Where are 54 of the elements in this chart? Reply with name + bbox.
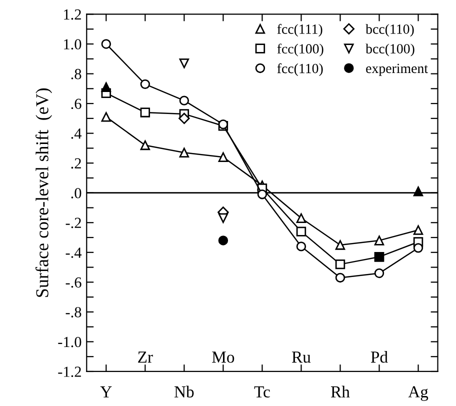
y-tick-label: 1.2: [64, 9, 81, 20]
x-tick-label: Tc: [254, 386, 270, 398]
point: [218, 152, 228, 162]
y-axis-title: Surface core-level shift (eV): [35, 88, 52, 297]
legend-label: bcc(110): [366, 24, 414, 37]
point: [413, 243, 424, 253]
legend-label: experiment: [366, 64, 428, 76]
y-tick-label: -1.0: [58, 336, 82, 348]
x-tick-label: Ag: [408, 386, 428, 401]
x-tick-label: Zr: [138, 352, 153, 363]
y-tick-label: -.6: [66, 277, 82, 288]
y-tick-label: .8: [71, 68, 82, 80]
y-tick-label: -.8: [66, 307, 82, 318]
legend-label: bcc(100): [366, 44, 414, 56]
point: [257, 189, 268, 200]
point: [413, 225, 424, 235]
point: [374, 268, 384, 278]
y-tick-label: -1.2: [58, 366, 81, 378]
x-tick-label: Mo: [212, 352, 234, 363]
point: [179, 96, 190, 106]
x-tick-label: Nb: [174, 386, 194, 398]
point: [296, 242, 306, 252]
x-tick-label: Pd: [370, 351, 388, 363]
point: [335, 240, 346, 250]
point: [413, 186, 424, 196]
point: [179, 58, 190, 68]
point: [374, 236, 384, 246]
y-tick-label: .6: [71, 98, 82, 110]
x-tick-label: Ru: [292, 352, 311, 363]
x-tick-label: Y: [100, 386, 112, 398]
x-tick-label: Rh: [330, 386, 350, 398]
point: [218, 236, 228, 246]
point: [101, 82, 112, 92]
y-tick-label: .0: [71, 188, 82, 198]
legend-label: fcc(100): [277, 44, 324, 56]
y-tick-label: -.4: [66, 248, 82, 258]
point: [335, 272, 346, 283]
y-tick-label: -.2: [66, 218, 81, 228]
point: [101, 112, 112, 122]
y-tick-label: .2: [71, 158, 81, 169]
point: [101, 39, 112, 49]
legend-label: fcc(110): [277, 63, 323, 76]
point: [296, 226, 306, 236]
point: [140, 79, 150, 90]
point: [140, 108, 150, 118]
point: [179, 148, 190, 158]
point: [140, 140, 150, 150]
y-tick-label: 1.0: [64, 39, 82, 50]
point: [296, 213, 306, 224]
point: [218, 213, 228, 224]
legend-label: fcc(111): [277, 24, 322, 37]
y-tick-label: .4: [71, 128, 82, 139]
point: [178, 112, 190, 124]
point: [335, 259, 346, 270]
